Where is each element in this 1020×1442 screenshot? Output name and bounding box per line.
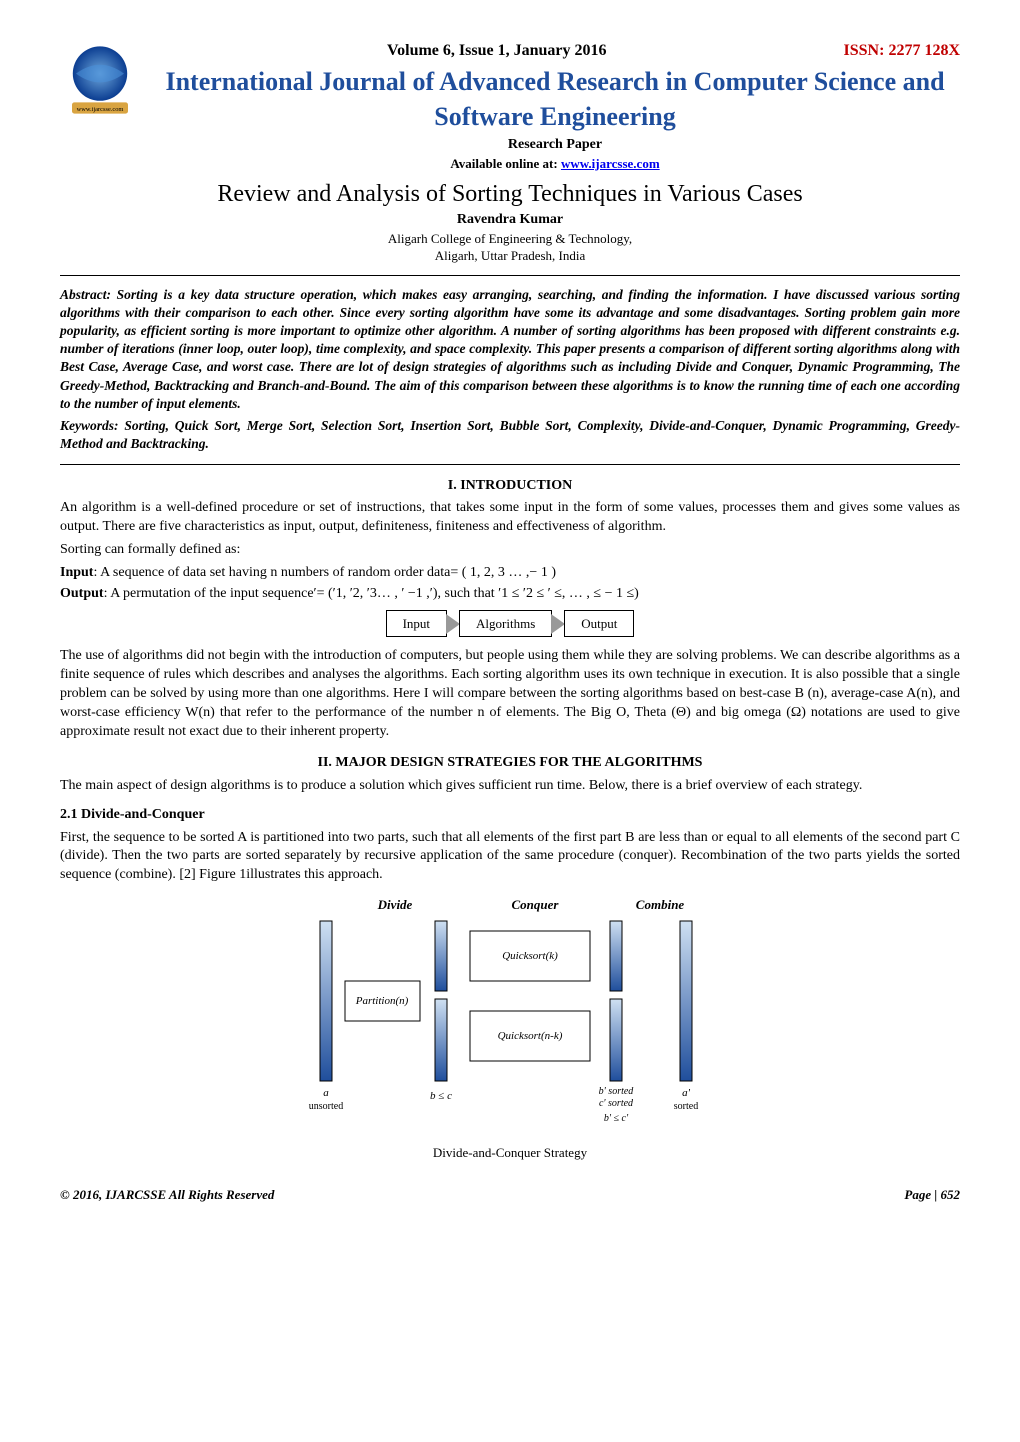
output-label: Output [60, 586, 104, 601]
qs-nk: Quicksort(n-k) [498, 1030, 563, 1042]
c-sorted: c' sorted [599, 1098, 634, 1109]
issn-text: ISSN: 2277 128X [844, 40, 960, 62]
sorted-label: sorted [674, 1101, 698, 1112]
a-label: a [323, 1087, 329, 1099]
logo-icon: www.ijarcsse.com [60, 40, 140, 120]
partition-label: Partition(n) [355, 995, 409, 1007]
header: www.ijarcsse.com Volume 6, Issue 1, Janu… [60, 40, 960, 172]
available-at-line: Available online at: www.ijarcsse.com [150, 155, 960, 173]
input-line: Input: A sequence of data set having n n… [60, 564, 960, 583]
flow-box-input: Input [386, 610, 447, 638]
col-conquer: Conquer [512, 897, 560, 912]
footer-right: Page | 652 [904, 1186, 960, 1204]
arrow-icon [551, 614, 565, 634]
paper-title: Review and Analysis of Sorting Technique… [60, 178, 960, 210]
abstract-label: Abstract: [60, 287, 117, 302]
affiliation-line2: Aligarh, Uttar Pradesh, India [60, 247, 960, 265]
divider [60, 275, 960, 276]
strategies-p1: The main aspect of design algorithms is … [60, 777, 960, 796]
output-text: : A permutation of the input sequence′= … [104, 586, 639, 601]
qs-k: Quicksort(k) [502, 950, 558, 962]
footer: © 2016, IJARCSSE All Rights Reserved Pag… [60, 1186, 960, 1204]
journal-logo: www.ijarcsse.com [60, 40, 140, 120]
a-unsorted: unsorted [309, 1101, 343, 1112]
input-label: Input [60, 565, 93, 580]
affiliation-line1: Aligarh College of Engineering & Technol… [60, 230, 960, 248]
b-le-c: b ≤ c [430, 1090, 452, 1102]
keywords: Keywords: Sorting, Quick Sort, Merge Sor… [60, 417, 960, 453]
a-prime: a' [682, 1087, 691, 1099]
journal-url[interactable]: www.ijarcsse.com [561, 156, 660, 171]
output-line: Output: A permutation of the input seque… [60, 585, 960, 604]
figure-caption: Divide-and-Conquer Strategy [60, 1144, 960, 1162]
divide-conquer-svg: Divide Conquer Combine Partition(n) Quic… [300, 891, 720, 1131]
b-sorted: b' sorted [599, 1086, 635, 1097]
subsection-heading-divconq: 2.1 Divide-and-Conquer [60, 806, 960, 825]
divider [60, 464, 960, 465]
volume-text: Volume 6, Issue 1, January 2016 [387, 42, 606, 59]
keywords-label: Keywords: [60, 418, 124, 433]
intro-p1: An algorithm is a well-defined procedure… [60, 499, 960, 537]
abstract-text: Sorting is a key data structure operatio… [60, 287, 960, 411]
research-paper-label: Research Paper [150, 136, 960, 155]
col-combine: Combine [636, 897, 685, 912]
b-le-c-prime: b' ≤ c' [604, 1113, 629, 1124]
flow-box-output: Output [564, 610, 634, 638]
abstract: Abstract: Sorting is a key data structur… [60, 286, 960, 414]
section-heading-strategies: II. MAJOR DESIGN STRATEGIES FOR THE ALGO… [60, 754, 960, 773]
input-text: : A sequence of data set having n number… [93, 565, 556, 580]
intro-p2: Sorting can formally defined as: [60, 541, 960, 560]
col-divide: Divide [377, 897, 413, 912]
volume-issn-line: Volume 6, Issue 1, January 2016 ISSN: 22… [150, 40, 960, 62]
footer-left: © 2016, IJARCSSE All Rights Reserved [60, 1186, 274, 1204]
divide-conquer-figure: Divide Conquer Combine Partition(n) Quic… [60, 891, 960, 1138]
journal-title: International Journal of Advanced Resear… [150, 64, 960, 134]
flow-box-algorithms: Algorithms [459, 610, 552, 638]
svg-text:www.ijarcsse.com: www.ijarcsse.com [77, 106, 124, 113]
arrow-icon [446, 614, 460, 634]
algo-flow-diagram: Input Algorithms Output [60, 610, 960, 638]
available-at-text: Available online at: [450, 156, 561, 171]
header-text-block: Volume 6, Issue 1, January 2016 ISSN: 22… [150, 40, 960, 172]
divconq-p1: First, the sequence to be sorted A is pa… [60, 829, 960, 886]
intro-p3: The use of algorithms did not begin with… [60, 647, 960, 741]
author-name: Ravendra Kumar [60, 211, 960, 230]
keywords-text: Sorting, Quick Sort, Merge Sort, Selecti… [60, 418, 960, 451]
section-heading-intro: I. INTRODUCTION [60, 477, 960, 496]
